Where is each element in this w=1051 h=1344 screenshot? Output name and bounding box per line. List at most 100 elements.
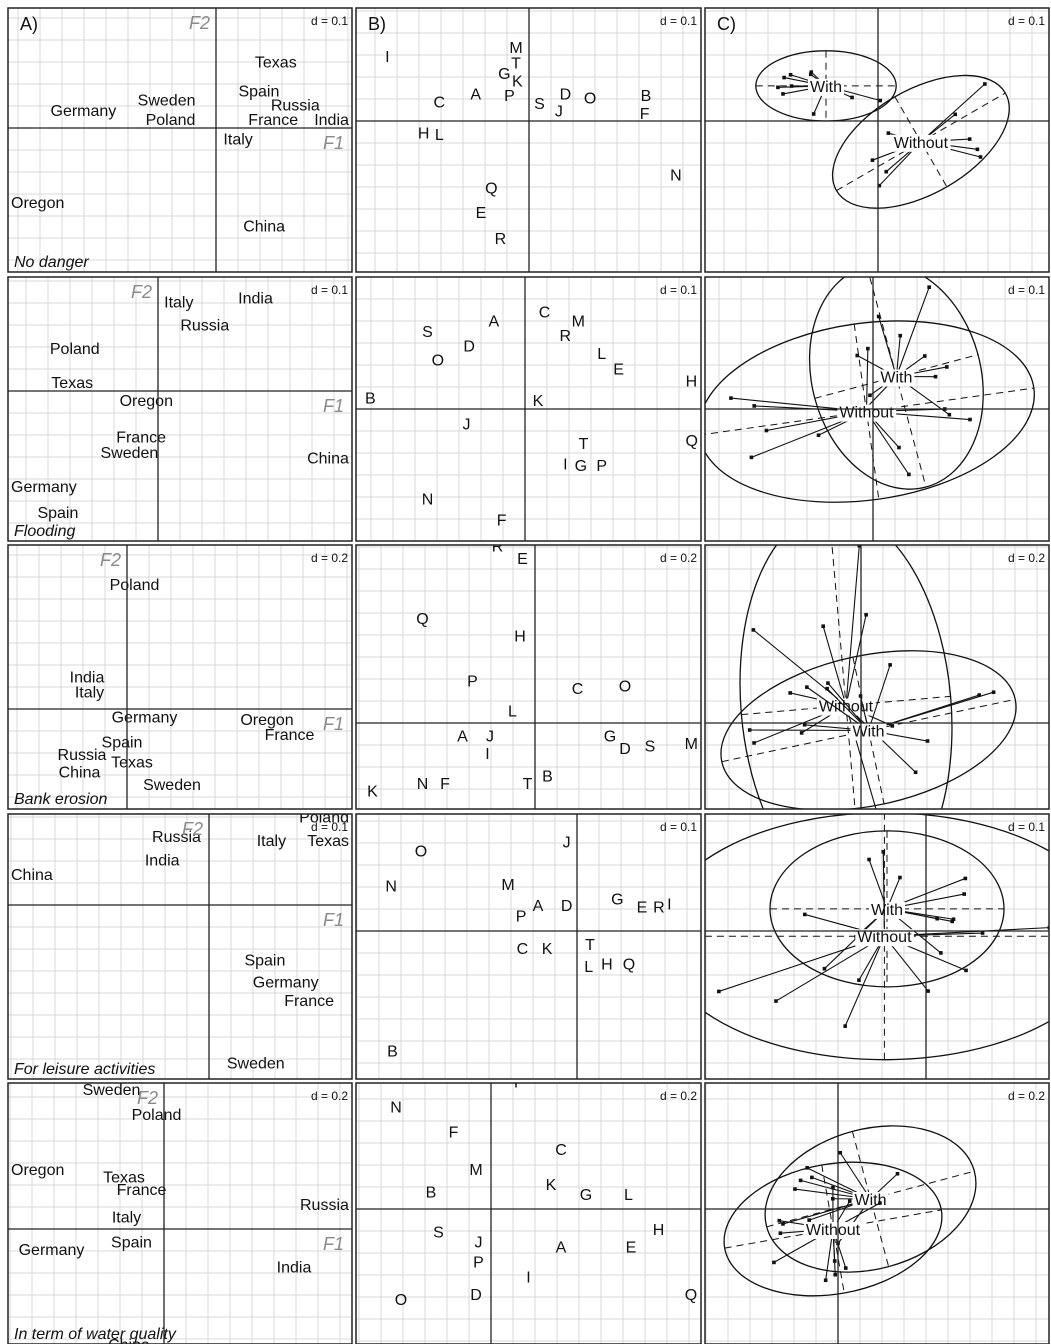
panel-b-row2: RE Q H P C O L A JI GD S M BT N F Kd = 0.2: [355, 544, 702, 810]
individual-point: [776, 85, 780, 90]
individual-point: [922, 354, 927, 358]
point-label: J: [486, 729, 494, 746]
point-label: A: [533, 898, 544, 915]
point-label: K: [533, 393, 544, 410]
point-label: Russia: [152, 829, 201, 846]
individual-point: [983, 82, 987, 86]
group-label-bg: [869, 901, 905, 919]
point-label: J: [475, 1235, 483, 1252]
panel-b-row1: A C MR S D O LE H B K J Q TI G P N Fd = 0.1: [355, 276, 702, 542]
individual-point: [799, 731, 804, 735]
point-label: L: [624, 1187, 633, 1204]
axis-name-f2: F2: [100, 550, 121, 570]
point-label: G: [498, 66, 510, 83]
group-label: Without: [839, 405, 894, 422]
point-label: T: [585, 937, 595, 954]
point-label: O: [415, 843, 427, 860]
point-label: France: [116, 430, 166, 447]
point-label: Italy: [75, 685, 104, 702]
point-label: M: [685, 736, 698, 753]
point-label: I: [485, 746, 489, 763]
point-label: France: [117, 1182, 167, 1199]
individual-point: [752, 404, 757, 408]
individual-point: [913, 770, 918, 775]
star-line: [868, 694, 980, 732]
axis-name-f1: F1: [323, 396, 344, 416]
point-label: Poland: [299, 810, 349, 827]
panel-b-row4: TNFCMKGLBHSJPAEIDOQRd = 0.2: [355, 1082, 702, 1344]
individual-point: [805, 685, 809, 689]
panel-caption: No danger: [14, 254, 89, 271]
point-label: G: [580, 1187, 592, 1204]
individual-point: [926, 989, 930, 993]
star-line: [775, 935, 885, 1002]
inertia-ellipse: [705, 814, 1049, 1061]
point-label: P: [473, 1255, 484, 1272]
point-label: Russia: [58, 747, 107, 764]
point-label: K: [546, 1177, 557, 1194]
point-label: D: [560, 87, 572, 104]
point-label: Oregon: [11, 195, 64, 212]
grid: Italy IndiaRussiaPolandTexasOregonFranceS…: [8, 277, 352, 541]
panel-frame: [7, 276, 353, 542]
scale-label: d = 0.1: [311, 14, 348, 28]
individual-point: [774, 999, 778, 1003]
point-label: D: [463, 338, 475, 355]
scale-label: d = 0.1: [660, 14, 697, 28]
grid: I MTG K C A P SDJ O BF H L N QER: [356, 8, 701, 272]
group-label: Without: [894, 135, 949, 152]
grid: Without With: [705, 545, 1049, 809]
panel-frame: [355, 1082, 702, 1344]
group-label-bg: [803, 1222, 863, 1239]
panel-c-row4: With Without d = 0.2: [704, 1082, 1050, 1344]
point-label: K: [512, 74, 523, 91]
individual-point: [778, 1231, 783, 1235]
point-label: France: [248, 112, 298, 129]
point-label: Russia: [271, 98, 320, 115]
point-label: H: [686, 373, 698, 390]
individual-point: [717, 989, 721, 994]
group-label-bg: [855, 929, 915, 947]
point-label: S: [645, 739, 656, 756]
point-label: T: [579, 436, 589, 453]
inertia-ellipse: [831, 74, 1010, 209]
individual-point: [878, 1201, 882, 1205]
individual-point: [962, 892, 966, 896]
star-line: [822, 626, 847, 706]
point-label: E: [517, 551, 528, 568]
point-label: Sweden: [138, 92, 196, 109]
individual-point: [831, 1185, 835, 1190]
point-label: India: [314, 112, 349, 129]
point-label: S: [433, 1225, 444, 1242]
individual-point: [977, 693, 981, 697]
star-line: [845, 545, 860, 706]
point-label: P: [596, 458, 607, 475]
point-label: K: [367, 784, 378, 801]
point-label: I: [667, 897, 671, 914]
star-line: [839, 1152, 871, 1200]
panel-a-row1: Italy IndiaRussiaPolandTexasOregonFranceS…: [7, 276, 353, 542]
point-label: Texas: [111, 755, 153, 772]
individual-point: [881, 850, 886, 854]
point-label: B: [426, 1185, 437, 1202]
point-label: M: [469, 1162, 482, 1179]
inertia-ellipse: [769, 830, 1005, 988]
point-label: France: [284, 993, 334, 1010]
individual-point: [825, 686, 829, 691]
star-line: [844, 935, 885, 1027]
star-line: [749, 729, 869, 732]
scale-label: d = 0.2: [1008, 551, 1045, 565]
scale-label: d = 0.2: [660, 1089, 697, 1103]
panel-frame: [704, 1082, 1050, 1344]
individual-point: [964, 968, 968, 973]
point-label: Q: [485, 180, 497, 197]
panel-letter: C): [717, 14, 736, 34]
individual-point: [788, 72, 793, 77]
panel-frame: [704, 7, 1050, 273]
point-label: T: [523, 776, 533, 793]
point-label: P: [516, 908, 527, 925]
point-label: R: [653, 899, 665, 916]
individual-point: [802, 722, 807, 727]
